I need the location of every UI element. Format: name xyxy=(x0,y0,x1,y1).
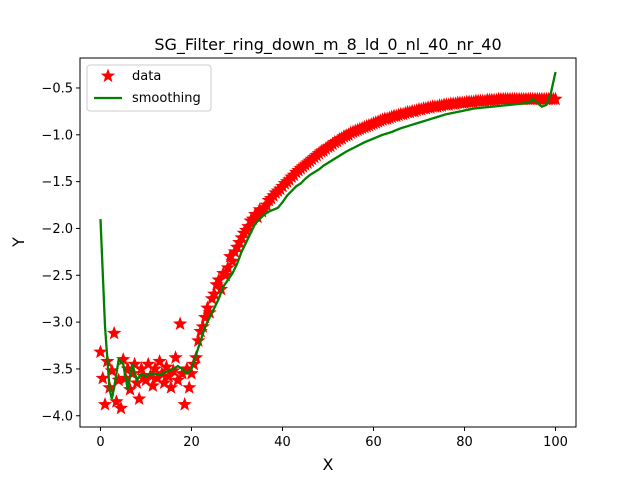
data-point xyxy=(202,305,217,319)
data-point xyxy=(152,353,167,368)
data-point xyxy=(250,209,265,224)
data-point xyxy=(127,356,142,371)
data-point xyxy=(241,219,256,233)
data-point xyxy=(95,370,110,385)
legend-box xyxy=(86,64,212,112)
data-point xyxy=(184,366,199,380)
x-tick-label: 20 xyxy=(183,435,200,450)
data-point xyxy=(141,356,156,371)
data-point xyxy=(97,397,113,411)
data-point xyxy=(548,91,563,106)
data-point xyxy=(179,361,195,375)
data-point xyxy=(93,344,108,359)
data-point xyxy=(132,391,147,405)
y-tick-label: −2.0 xyxy=(41,222,73,237)
data-point xyxy=(122,382,138,396)
data-point xyxy=(220,260,236,274)
chart-title: SG_Filter_ring_down_m_8_ld_0_nl_40_nr_40 xyxy=(154,35,501,55)
y-axis-label: Y xyxy=(9,237,28,248)
data-point xyxy=(113,400,129,415)
legend-smoothing-label: smoothing xyxy=(132,91,201,106)
data-point xyxy=(175,366,190,380)
data-point xyxy=(198,309,213,324)
data-point xyxy=(207,286,222,301)
data-point xyxy=(147,361,163,375)
y-tick-label: −3.0 xyxy=(41,316,73,331)
y-tick-label: −1.5 xyxy=(41,175,73,190)
y-tick-label: −1.0 xyxy=(41,128,73,143)
data-point xyxy=(116,352,131,366)
data-point xyxy=(191,333,206,347)
data-point xyxy=(111,372,126,387)
data-point xyxy=(182,380,197,394)
data-point xyxy=(161,368,176,383)
data-point xyxy=(213,281,229,296)
data-point xyxy=(120,361,135,375)
data-point xyxy=(177,397,192,411)
data-point xyxy=(107,325,122,340)
data-point xyxy=(195,319,210,333)
data-points xyxy=(93,91,563,415)
y-tick-label: −4.0 xyxy=(41,409,73,424)
legend: data smoothing xyxy=(86,64,212,112)
smoothing-line xyxy=(99,71,557,400)
data-point xyxy=(159,359,174,374)
data-point xyxy=(168,350,183,364)
data-point xyxy=(157,375,172,390)
x-tick-label: 80 xyxy=(456,435,473,450)
y-tick-label: −2.5 xyxy=(41,269,73,284)
x-tick-label: 0 xyxy=(96,435,104,450)
data-point xyxy=(129,375,145,390)
data-point xyxy=(225,253,240,268)
data-point xyxy=(125,366,140,380)
data-point xyxy=(145,378,160,392)
axes-frame xyxy=(79,57,577,428)
data-point xyxy=(223,249,238,263)
data-point xyxy=(216,265,231,280)
x-axis-label: X xyxy=(323,455,334,474)
y-axis: −4.0 −3.5 −3.0 −2.5 −2.0 −1.5 −1.0 −0.5 xyxy=(41,81,80,424)
data-point xyxy=(109,394,124,408)
data-point xyxy=(163,380,179,394)
data-point xyxy=(252,202,267,216)
x-tick-label: 60 xyxy=(365,435,382,450)
data-point xyxy=(134,361,149,375)
data-point xyxy=(170,372,185,387)
plot-area xyxy=(93,71,563,415)
data-point xyxy=(150,370,165,385)
legend-data-label: data xyxy=(132,69,161,84)
legend-data-marker xyxy=(100,68,116,83)
data-point xyxy=(172,316,188,331)
data-point xyxy=(104,363,119,377)
y-tick-label: −3.5 xyxy=(41,362,73,377)
data-point xyxy=(218,267,233,282)
data-point xyxy=(211,272,226,287)
y-tick-label: −0.5 xyxy=(41,81,73,96)
data-point xyxy=(200,300,215,315)
data-point xyxy=(248,206,263,221)
x-tick-label: 100 xyxy=(543,435,568,450)
x-tick-label: 40 xyxy=(274,435,291,450)
data-point xyxy=(138,372,154,387)
x-axis: 0 20 40 60 80 100 xyxy=(96,427,568,450)
